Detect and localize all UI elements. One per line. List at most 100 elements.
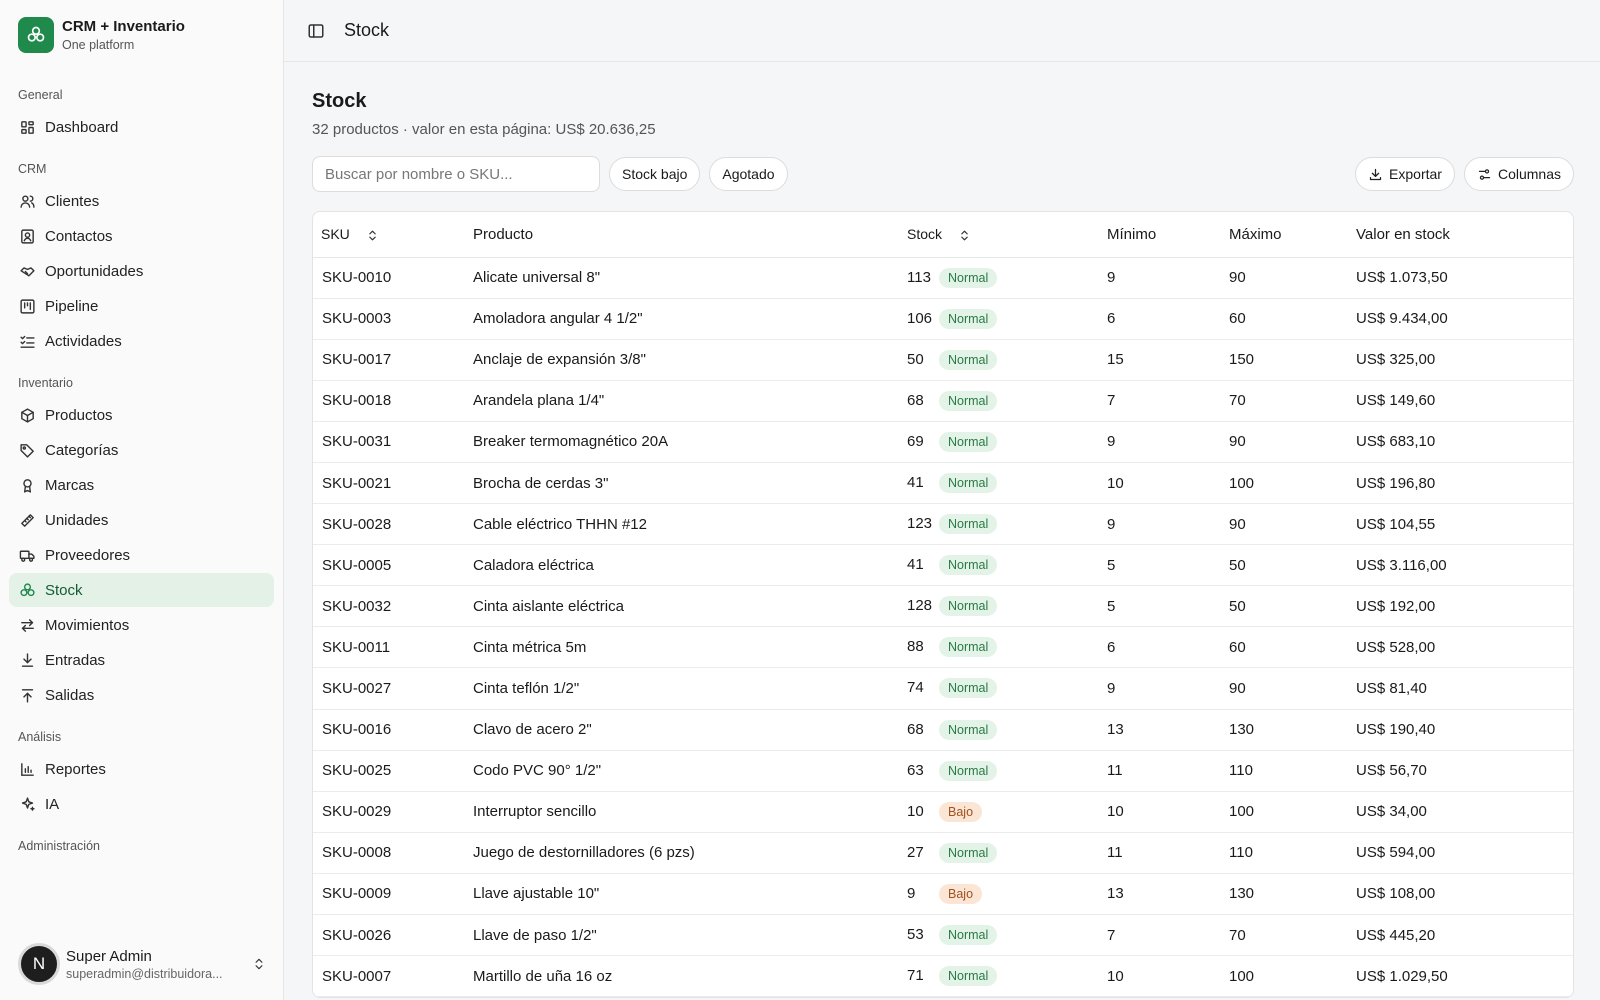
table-row[interactable]: SKU-0005 Caladora eléctrica 41 Normal 5 5…: [313, 545, 1573, 586]
sort-icon[interactable]: [958, 228, 971, 243]
sidebar-item-stock[interactable]: Stock: [9, 573, 274, 607]
truck-icon: [18, 546, 36, 564]
columns-button[interactable]: Columnas: [1463, 157, 1574, 191]
table-row[interactable]: SKU-0018 Arandela plana 1/4" 68 Normal 7 …: [313, 380, 1573, 422]
cell-value: US$ 196,80: [1356, 474, 1436, 492]
sidebar-item-ia[interactable]: IA: [9, 787, 274, 821]
cell-value: US$ 104,55: [1356, 515, 1436, 533]
status-badge: Normal: [939, 308, 998, 329]
brand[interactable]: CRM + Inventario One platform: [0, 0, 283, 70]
user-email: superadmin@distribuidora...: [66, 966, 223, 981]
stock-quantity: 68: [907, 720, 924, 738]
sidebar-item-oportunidades[interactable]: Oportunidades: [9, 254, 274, 288]
column-header-stock[interactable]: Stock: [899, 212, 1099, 258]
download-icon: [18, 651, 36, 669]
sliders-icon: [1477, 167, 1492, 182]
column-header-value: Valor en stock: [1348, 212, 1573, 258]
cell-min: 9: [1107, 269, 1116, 287]
cell-value: US$ 149,60: [1356, 392, 1436, 410]
table-row[interactable]: SKU-0010 Alicate universal 8" 113 Normal …: [313, 257, 1573, 299]
export-button[interactable]: Exportar: [1355, 157, 1455, 191]
cell-min: 6: [1107, 638, 1116, 656]
sidebar-item-marcas[interactable]: Marcas: [9, 468, 274, 502]
cell-stock: 123 Normal: [899, 504, 1099, 545]
sidebar-item-label: Salidas: [45, 686, 95, 704]
nav-group: Administración: [0, 839, 283, 853]
sidebar-item-label: IA: [45, 795, 60, 813]
table-row[interactable]: SKU-0025 Codo PVC 90° 1/2" 63 Normal 11 1…: [313, 750, 1573, 792]
sidebar-item-dashboard[interactable]: Dashboard: [9, 110, 274, 144]
stock-quantity: 41: [907, 473, 924, 491]
cell-value: US$ 594,00: [1356, 844, 1436, 862]
cell-value: US$ 1.029,50: [1356, 967, 1448, 985]
status-badge: Normal: [939, 925, 998, 946]
sidebar-item-movimientos[interactable]: Movimientos: [9, 608, 274, 642]
user-menu[interactable]: N Super Admin superadmin@distribuidora..…: [18, 940, 268, 988]
cell-stock: 68 Normal: [899, 380, 1099, 421]
cell-product: Breaker termomagnético 20A: [473, 433, 669, 451]
table-row[interactable]: SKU-0032 Cinta aislante eléctrica 128 Nor…: [313, 586, 1573, 627]
table-row[interactable]: SKU-0011 Cinta métrica 5m 88 Normal 6 60 …: [313, 627, 1573, 668]
table-row[interactable]: SKU-0016 Clavo de acero 2" 68 Normal 13 1…: [313, 709, 1573, 751]
sidebar-item-clientes[interactable]: Clientes: [9, 184, 274, 218]
columns-label: Columnas: [1497, 166, 1561, 182]
cell-stock: 113 Normal: [899, 257, 1099, 298]
stock-table: SKU Producto Stock: [312, 211, 1574, 999]
sidebar-item-productos[interactable]: Productos: [9, 398, 274, 432]
nav-group-label: Administración: [18, 839, 100, 853]
cell-sku: SKU-0027: [322, 679, 392, 697]
cell-max: 100: [1229, 474, 1255, 492]
cell-value: US$ 9.434,00: [1356, 310, 1448, 328]
cell-stock: 9 Bajo: [899, 873, 1099, 914]
table-row[interactable]: SKU-0008 Juego de destornilladores (6 pz…: [313, 832, 1573, 874]
table-row[interactable]: SKU-0003 Amoladora angular 4 1/2" 106 Nor…: [313, 298, 1573, 340]
sidebar-item-label: Pipeline: [45, 297, 99, 315]
cell-sku: SKU-0010: [322, 269, 392, 287]
cell-product: Clavo de acero 2": [473, 721, 592, 739]
cell-stock: 41 Normal: [899, 462, 1099, 503]
table-row[interactable]: SKU-0021 Brocha de cerdas 3" 41 Normal 10…: [313, 462, 1573, 504]
cell-value: US$ 528,00: [1356, 638, 1436, 656]
filter-low-stock-button[interactable]: Stock bajo: [609, 157, 701, 191]
chevrons-up-down-icon[interactable]: [250, 957, 268, 971]
sidebar-toggle-icon[interactable]: [304, 19, 328, 43]
cell-min: 5: [1107, 556, 1116, 574]
table-row[interactable]: SKU-0026 Llave de paso 1/2" 53 Normal 7 7…: [313, 915, 1573, 956]
status-badge: Normal: [939, 966, 998, 987]
sidebar-item-reportes[interactable]: Reportes: [9, 752, 274, 786]
table-row[interactable]: SKU-0017 Anclaje de expansión 3/8" 50 Nor…: [313, 339, 1573, 381]
status-badge: Normal: [939, 678, 998, 699]
stock-quantity: 123: [907, 515, 933, 533]
sidebar-item-actividades[interactable]: Actividades: [9, 324, 274, 358]
sidebar-item-contactos[interactable]: Contactos: [9, 219, 274, 253]
status-badge: Normal: [939, 719, 998, 740]
cell-product: Arandela plana 1/4": [473, 392, 605, 410]
cell-min: 10: [1107, 803, 1124, 821]
table-row[interactable]: SKU-0029 Interruptor sencillo 10 Bajo 10 …: [313, 791, 1573, 833]
table-row[interactable]: SKU-0009 Llave ajustable 10" 9 Bajo 13 13…: [313, 873, 1573, 915]
status-badge: Normal: [939, 555, 998, 576]
sidebar-item-categorias[interactable]: Categorías: [9, 433, 274, 467]
sidebar-item-salidas[interactable]: Salidas: [9, 678, 274, 712]
sidebar-item-pipeline[interactable]: Pipeline: [9, 289, 274, 323]
content: Stock 32 productos · valor en esta págin…: [284, 62, 1600, 999]
sidebar-item-proveedores[interactable]: Proveedores: [9, 538, 274, 572]
stock-quantity: 63: [907, 761, 924, 779]
award-icon: [18, 476, 36, 494]
column-header-sku[interactable]: SKU: [313, 212, 465, 258]
sidebar-item-label: Categorías: [45, 441, 119, 459]
table-row[interactable]: SKU-0027 Cinta teflón 1/2" 74 Normal 9 90…: [313, 668, 1573, 710]
sort-icon[interactable]: [366, 228, 379, 243]
sidebar-item-entradas[interactable]: Entradas: [9, 643, 274, 677]
table-row[interactable]: SKU-0007 Martillo de uña 16 oz 71 Normal …: [313, 956, 1573, 997]
cell-stock: 63 Normal: [899, 750, 1099, 791]
cell-product: Codo PVC 90° 1/2": [473, 762, 602, 780]
dashboard-icon: [18, 118, 36, 136]
cell-sku: SKU-0021: [322, 474, 392, 492]
search-input[interactable]: [312, 156, 600, 192]
filter-out-of-stock-button[interactable]: Agotado: [709, 157, 788, 191]
table-row[interactable]: SKU-0031 Breaker termomagnético 20A 69 No…: [313, 421, 1573, 463]
table-row[interactable]: SKU-0028 Cable eléctrico THHN #12 123 Nor…: [313, 504, 1573, 545]
sidebar-item-unidades[interactable]: Unidades: [9, 503, 274, 537]
cell-product: Anclaje de expansión 3/8": [473, 351, 646, 369]
